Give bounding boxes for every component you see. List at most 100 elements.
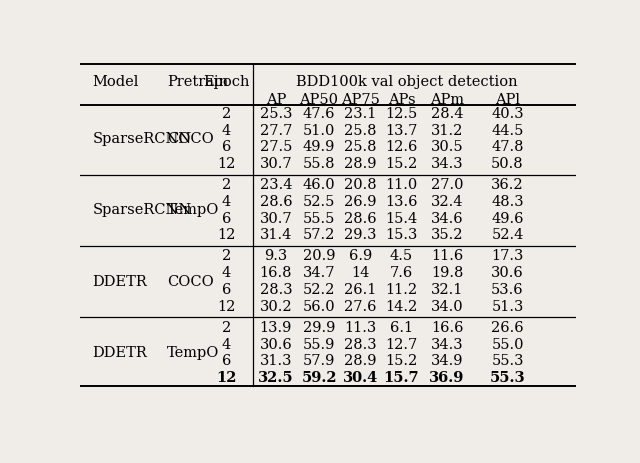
Text: 52.2: 52.2 [303,283,335,297]
Text: APm: APm [430,93,464,107]
Text: 4.5: 4.5 [390,250,413,263]
Text: 12.6: 12.6 [385,140,417,154]
Text: 23.4: 23.4 [260,178,292,192]
Text: 12.5: 12.5 [385,107,417,121]
Text: 12.7: 12.7 [385,338,417,351]
Text: 27.5: 27.5 [260,140,292,154]
Text: 51.3: 51.3 [492,300,524,314]
Text: 6: 6 [221,140,231,154]
Text: Pretrain: Pretrain [167,75,228,89]
Text: 44.5: 44.5 [492,124,524,138]
Text: SparseRCNN: SparseRCNN [92,203,191,217]
Text: 49.6: 49.6 [492,212,524,225]
Text: AP: AP [266,93,286,107]
Text: 31.2: 31.2 [431,124,463,138]
Text: 55.3: 55.3 [492,354,524,368]
Text: DDETR: DDETR [92,275,147,288]
Text: 6: 6 [221,354,231,368]
Text: APs: APs [388,93,415,107]
Text: 51.0: 51.0 [303,124,335,138]
Text: Model: Model [92,75,139,89]
Text: 12: 12 [216,371,237,385]
Text: 30.4: 30.4 [342,371,378,385]
Text: 49.9: 49.9 [303,140,335,154]
Text: 12: 12 [217,157,236,171]
Text: 6.9: 6.9 [349,250,372,263]
Text: 16.8: 16.8 [260,266,292,280]
Text: 9.3: 9.3 [264,250,287,263]
Text: 2: 2 [221,250,231,263]
Text: 26.1: 26.1 [344,283,376,297]
Text: APl: APl [495,93,520,107]
Text: 52.5: 52.5 [303,195,335,209]
Text: 25.8: 25.8 [344,124,376,138]
Text: 13.6: 13.6 [385,195,418,209]
Text: 52.4: 52.4 [492,228,524,243]
Text: 13.9: 13.9 [260,321,292,335]
Text: 15.7: 15.7 [383,371,419,385]
Text: 14: 14 [351,266,369,280]
Text: 28.9: 28.9 [344,354,376,368]
Text: 34.3: 34.3 [431,157,463,171]
Text: 25.3: 25.3 [260,107,292,121]
Text: 29.9: 29.9 [303,321,335,335]
Text: 11.6: 11.6 [431,250,463,263]
Text: 59.2: 59.2 [301,371,337,385]
Text: COCO: COCO [167,275,214,288]
Text: 2: 2 [221,107,231,121]
Text: 56.0: 56.0 [303,300,335,314]
Text: 30.7: 30.7 [260,212,292,225]
Text: 20.8: 20.8 [344,178,376,192]
Text: 15.2: 15.2 [385,157,417,171]
Text: 46.0: 46.0 [303,178,335,192]
Text: 11.3: 11.3 [344,321,376,335]
Text: 57.2: 57.2 [303,228,335,243]
Text: 30.5: 30.5 [431,140,463,154]
Text: 31.4: 31.4 [260,228,292,243]
Text: 4: 4 [221,124,231,138]
Text: 34.6: 34.6 [431,212,463,225]
Text: 12: 12 [217,228,236,243]
Text: 28.3: 28.3 [344,338,376,351]
Text: 55.9: 55.9 [303,338,335,351]
Text: 20.9: 20.9 [303,250,335,263]
Text: 4: 4 [221,338,231,351]
Text: 57.9: 57.9 [303,354,335,368]
Text: 13.7: 13.7 [385,124,417,138]
Text: AP50: AP50 [300,93,339,107]
Text: 48.3: 48.3 [492,195,524,209]
Text: 2: 2 [221,321,231,335]
Text: Epoch: Epoch [203,75,250,89]
Text: 55.3: 55.3 [490,371,525,385]
Text: 55.8: 55.8 [303,157,335,171]
Text: 32.1: 32.1 [431,283,463,297]
Text: 30.7: 30.7 [260,157,292,171]
Text: 34.3: 34.3 [431,338,463,351]
Text: 34.7: 34.7 [303,266,335,280]
Text: 16.6: 16.6 [431,321,463,335]
Text: 11.2: 11.2 [385,283,417,297]
Text: 53.6: 53.6 [492,283,524,297]
Text: 27.0: 27.0 [431,178,463,192]
Text: 7.6: 7.6 [390,266,413,280]
Text: 15.3: 15.3 [385,228,417,243]
Text: SparseRCNN: SparseRCNN [92,132,191,146]
Text: 15.2: 15.2 [385,354,417,368]
Text: 27.6: 27.6 [344,300,376,314]
Text: 36.2: 36.2 [492,178,524,192]
Text: 50.8: 50.8 [492,157,524,171]
Text: 30.6: 30.6 [491,266,524,280]
Text: 40.3: 40.3 [492,107,524,121]
Text: 34.9: 34.9 [431,354,463,368]
Text: 28.3: 28.3 [260,283,292,297]
Text: TempO: TempO [167,346,219,360]
Text: 28.9: 28.9 [344,157,376,171]
Text: 6: 6 [221,212,231,225]
Text: 15.4: 15.4 [385,212,417,225]
Text: 27.7: 27.7 [260,124,292,138]
Text: 4: 4 [221,195,231,209]
Text: 36.9: 36.9 [429,371,465,385]
Text: 28.6: 28.6 [260,195,292,209]
Text: BDD100k val object detection: BDD100k val object detection [296,75,517,89]
Text: TempO: TempO [167,203,219,217]
